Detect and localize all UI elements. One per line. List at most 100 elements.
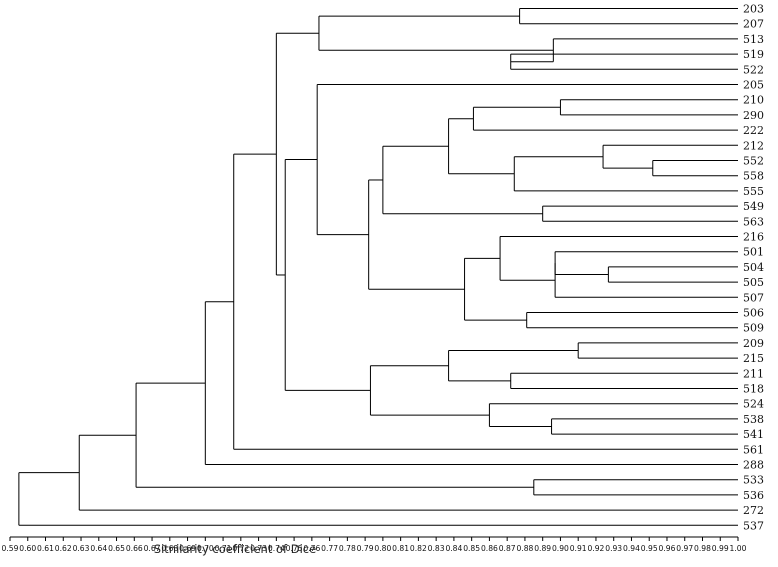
- dendrogram-link: [577, 342, 738, 359]
- x-tick-label: 0.92: [587, 544, 604, 553]
- dendrogram-link: [284, 159, 371, 391]
- leaf-label: 519: [743, 48, 764, 61]
- dendrogram-link: [488, 403, 738, 427]
- x-tick-label: 0.85: [463, 544, 480, 553]
- leaf-label: 509: [743, 322, 764, 335]
- leaf-label: 538: [743, 413, 764, 426]
- x-tick-label: 1.00: [730, 544, 747, 553]
- x-tick-label: 0.99: [712, 544, 729, 553]
- leaf-label: 536: [743, 489, 764, 502]
- leaf-label: 504: [743, 261, 764, 274]
- leaf-label: 216: [743, 231, 764, 244]
- x-tick-label: 0.96: [659, 544, 676, 553]
- dendrogram-link: [448, 118, 515, 175]
- leaf-label: 563: [743, 215, 764, 228]
- x-tick-label: 0.75: [286, 544, 303, 553]
- x-tick-label: 0.68: [161, 544, 178, 553]
- leaf-label: 290: [743, 109, 764, 122]
- x-axis: 0.59 0.60 0.61 0.62 0.63 0.64 0.65 0.66 0.67 0.68…: [2, 536, 747, 553]
- dendrogram-link: [652, 160, 738, 177]
- dendrogram-link: [510, 372, 738, 389]
- x-tick-label: 0.88: [516, 544, 533, 553]
- leaf-label: 524: [743, 398, 764, 411]
- leaf-label: 501: [743, 246, 764, 259]
- x-tick-label: 0.78: [339, 544, 356, 553]
- x-tick-label: 0.70: [197, 544, 214, 553]
- dendrogram-link: [513, 156, 738, 192]
- dendrogram-link: [551, 418, 738, 435]
- x-tick-label: 0.91: [570, 544, 587, 553]
- dendrogram-link: [18, 472, 738, 526]
- x-tick-label: 0.79: [357, 544, 374, 553]
- dendrogram-link: [602, 144, 738, 169]
- leaf-label: 555: [743, 185, 764, 198]
- x-tick-label: 0.71: [215, 544, 232, 553]
- leaf-label: 533: [743, 474, 764, 487]
- x-tick-label: 0.63: [73, 544, 90, 553]
- dendrogram-link: [318, 15, 554, 51]
- leaf-labels: 203 207 513 519 522 205 210 290 222 212 552 558 555 5…: [743, 3, 764, 533]
- x-tick-label: 0.64: [90, 544, 107, 553]
- leaf-label: 211: [743, 367, 764, 380]
- leaf-label: 212: [743, 139, 764, 152]
- dendrogram-link: [559, 99, 738, 116]
- dendrogram-links: [18, 8, 738, 526]
- x-axis-title: Sitnilarity coefficient of Dice: [154, 542, 316, 556]
- x-tick-label: 0.77: [321, 544, 338, 553]
- x-tick-label: 0.62: [55, 544, 72, 553]
- x-tick-label: 0.72: [232, 544, 249, 553]
- x-tick-label: 0.94: [623, 544, 640, 553]
- x-tick-label: 0.83: [428, 544, 445, 553]
- dendrogram-link: [464, 257, 527, 321]
- x-tick-label: 0.59: [2, 544, 19, 553]
- x-tick-label: 0.67: [144, 544, 161, 553]
- dendrogram-link: [542, 205, 738, 222]
- dendrogram-link: [369, 365, 490, 416]
- leaf-label: 210: [743, 94, 764, 107]
- x-tick-label: 0.60: [19, 544, 36, 553]
- x-tick-label: 0.65: [108, 544, 125, 553]
- leaf-label: 209: [743, 337, 764, 350]
- dendrogram-link: [233, 153, 738, 450]
- leaf-label: 272: [743, 504, 764, 517]
- leaf-label: 522: [743, 63, 764, 76]
- dendrogram-link: [533, 479, 738, 496]
- dendrogram-link: [448, 350, 579, 382]
- x-tick-label: 0.84: [445, 544, 462, 553]
- leaf-label: 215: [743, 352, 764, 365]
- x-tick-label: 0.82: [410, 544, 427, 553]
- x-tick-label: 0.97: [676, 544, 693, 553]
- leaf-label: 552: [743, 155, 764, 168]
- x-tick-label: 0.74: [268, 544, 285, 553]
- dendrogram-link: [526, 312, 738, 329]
- x-tick-label: 0.86: [481, 544, 498, 553]
- x-tick-label: 0.81: [392, 544, 409, 553]
- x-tick-label: 0.89: [534, 544, 551, 553]
- x-tick-label: 0.80: [374, 544, 391, 553]
- leaf-label: 549: [743, 200, 764, 213]
- dendrogram-link: [554, 251, 738, 275]
- leaf-label: 207: [743, 18, 764, 31]
- leaf-label: 203: [743, 3, 764, 16]
- x-axis-ticks: 0.59 0.60 0.61 0.62 0.63 0.64 0.65 0.66 0.67 0.68…: [2, 537, 747, 553]
- x-tick-label: 0.61: [37, 544, 54, 553]
- x-tick-label: 0.73: [250, 544, 267, 553]
- leaf-label: 558: [743, 170, 764, 183]
- leaf-label: 222: [743, 124, 764, 137]
- leaf-label: 537: [743, 519, 764, 532]
- dendrogram-link: [275, 32, 319, 276]
- leaf-label: 513: [743, 33, 764, 46]
- leaf-label: 518: [743, 383, 764, 396]
- x-tick-label: 0.90: [552, 544, 569, 553]
- x-tick-label: 0.69: [179, 544, 196, 553]
- x-tick-label: 0.76: [303, 544, 320, 553]
- leaf-label: 507: [743, 291, 764, 304]
- x-tick-label: 0.98: [694, 544, 711, 553]
- x-tick-label: 0.66: [126, 544, 143, 553]
- leaf-label: 506: [743, 307, 764, 320]
- x-tick-label: 0.95: [641, 544, 658, 553]
- leaf-label: 205: [743, 79, 764, 92]
- dendrogram-link: [78, 434, 738, 511]
- x-tick-label: 0.87: [499, 544, 516, 553]
